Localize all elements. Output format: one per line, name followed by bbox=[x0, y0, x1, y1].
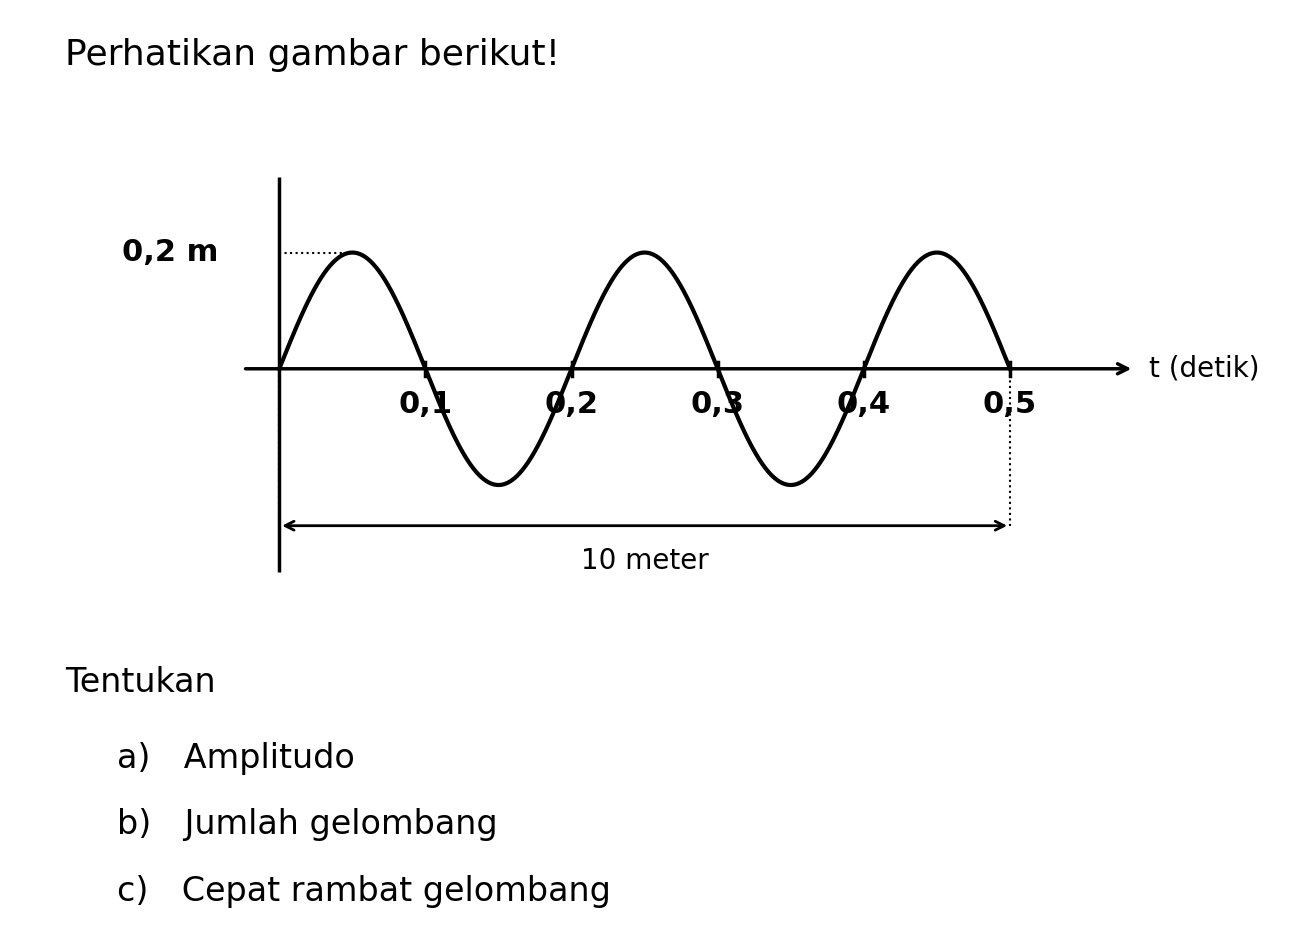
Text: Perhatikan gambar berikut!: Perhatikan gambar berikut! bbox=[65, 38, 560, 72]
Text: b) Jumlah gelombang: b) Jumlah gelombang bbox=[117, 808, 498, 842]
Text: t (detik): t (detik) bbox=[1148, 355, 1259, 382]
Text: 0,1: 0,1 bbox=[399, 390, 452, 418]
Text: Tentukan: Tentukan bbox=[65, 666, 216, 699]
Text: 0,4: 0,4 bbox=[837, 390, 891, 418]
Text: a) Amplitudo: a) Amplitudo bbox=[117, 742, 355, 775]
Text: 0,5: 0,5 bbox=[983, 390, 1037, 418]
Text: 0,2: 0,2 bbox=[544, 390, 599, 418]
Text: 0,2 m: 0,2 m bbox=[122, 238, 218, 267]
Text: c) Cepat rambat gelombang: c) Cepat rambat gelombang bbox=[117, 875, 611, 908]
Text: 10 meter: 10 meter bbox=[581, 547, 708, 574]
Text: 0,3: 0,3 bbox=[691, 390, 744, 418]
